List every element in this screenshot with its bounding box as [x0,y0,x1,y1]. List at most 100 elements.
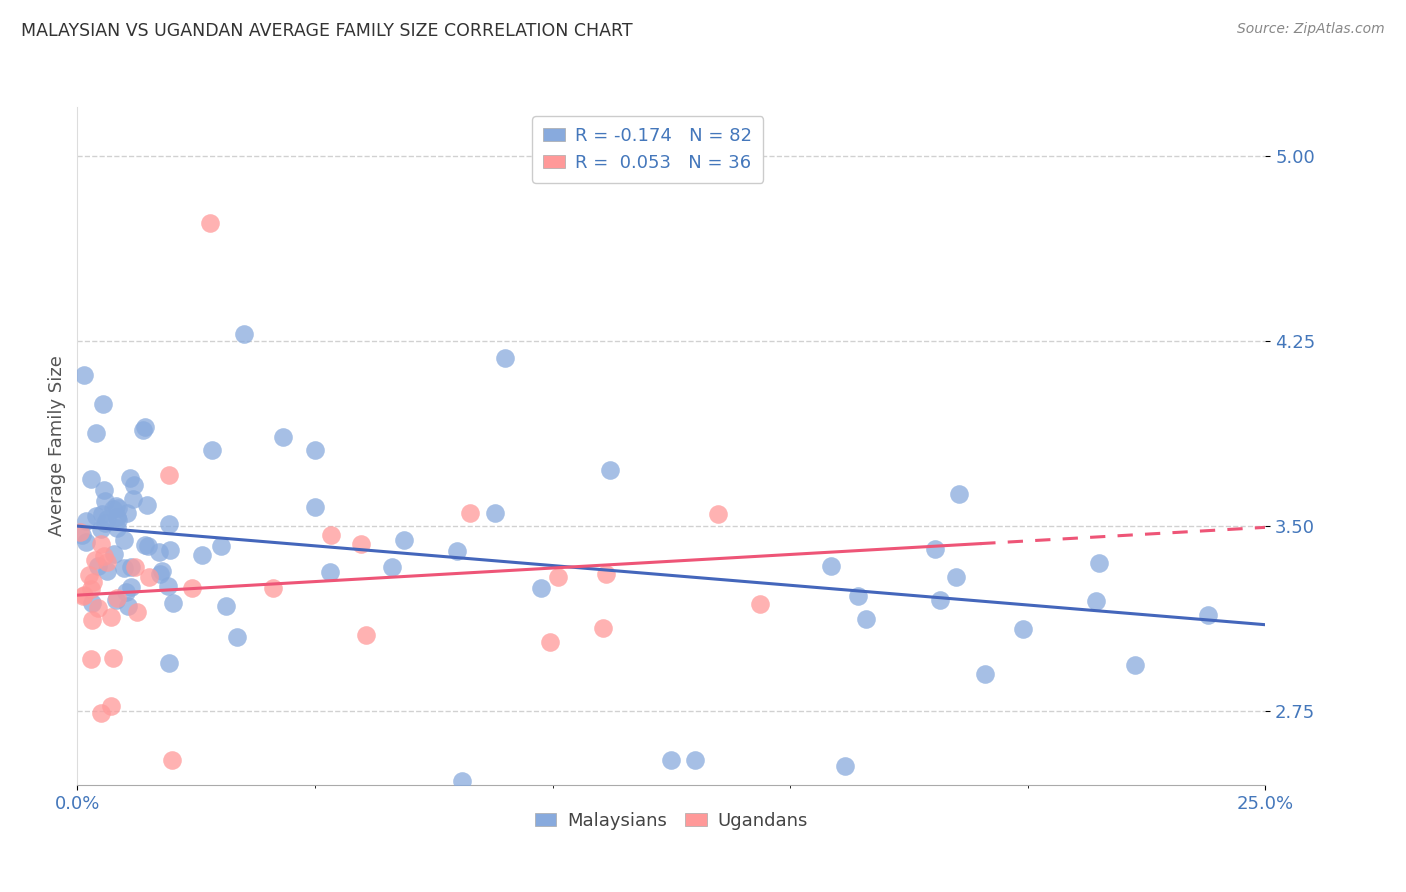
Point [87,558,110,573]
Point [80,582,103,597]
Point [96,564,118,578]
Point [115,506,138,520]
Point [70,528,93,542]
Point [118,471,141,485]
Point [159,543,181,558]
Point [148,545,170,559]
Point [115,585,138,599]
Point [855,611,877,625]
Point [1084,594,1107,608]
Point [69,524,91,539]
Point [82,574,104,589]
Point [924,541,946,556]
Text: MALAYSIAN VS UGANDAN AVERAGE FAMILY SIZE CORRELATION CHART: MALAYSIAN VS UGANDAN AVERAGE FAMILY SIZE… [21,22,633,40]
Point [134,538,156,552]
Point [232,326,254,341]
Point [124,478,146,492]
Point [319,565,342,579]
Point [150,564,173,578]
Point [530,581,553,595]
Point [321,528,343,542]
Point [592,621,614,635]
Y-axis label: Average Family Size: Average Family Size [48,356,66,536]
Point [127,605,149,619]
Point [215,599,238,613]
Point [120,581,142,595]
Point [156,579,179,593]
Point [122,492,145,507]
Point [87,601,110,615]
Point [157,517,180,532]
Point [93,516,115,531]
Point [132,423,155,437]
Point [547,570,569,584]
Point [820,559,842,574]
Point [304,500,326,515]
Point [100,699,122,714]
Point [136,498,159,512]
Point [157,468,180,483]
Point [929,592,952,607]
Point [209,539,232,553]
Point [76,534,98,549]
Point [138,539,160,553]
Point [846,589,869,603]
Point [84,425,107,440]
Point [112,561,135,575]
Point [91,508,114,522]
Point [101,650,124,665]
Point [93,483,115,497]
Point [494,351,516,366]
Point [73,368,96,382]
Point [84,553,107,567]
Point [458,506,481,520]
Point [120,560,142,574]
Point [149,567,172,582]
Point [93,549,115,563]
Point [157,657,180,671]
Point [90,522,112,536]
Point [82,613,104,627]
Point [1125,658,1147,673]
Point [101,502,124,516]
Point [80,596,103,610]
Point [200,216,222,230]
Point [104,500,127,514]
Point [484,506,506,520]
Point [112,533,135,547]
Point [749,597,772,611]
Point [304,442,326,457]
Point [538,634,561,648]
Point [349,537,371,551]
Point [94,493,117,508]
Point [73,588,96,602]
Point [599,462,621,476]
Point [104,592,127,607]
Point [162,596,184,610]
Point [124,560,146,574]
Point [262,581,284,595]
Point [1197,607,1219,622]
Point [79,568,101,582]
Point [100,610,122,624]
Point [96,512,118,526]
Point [162,753,184,767]
Legend: Malaysians, Ugandans: Malaysians, Ugandans [527,805,815,837]
Point [392,533,415,547]
Point [945,570,967,584]
Point [105,521,128,535]
Point [271,429,294,443]
Point [356,628,378,642]
Point [451,774,474,789]
Point [90,537,112,551]
Point [381,560,404,574]
Point [107,501,129,516]
Point [180,581,202,595]
Point [834,759,856,773]
Point [105,591,128,606]
Point [595,566,617,581]
Point [1088,556,1111,570]
Point [107,513,129,527]
Point [948,487,970,501]
Point [79,652,101,666]
